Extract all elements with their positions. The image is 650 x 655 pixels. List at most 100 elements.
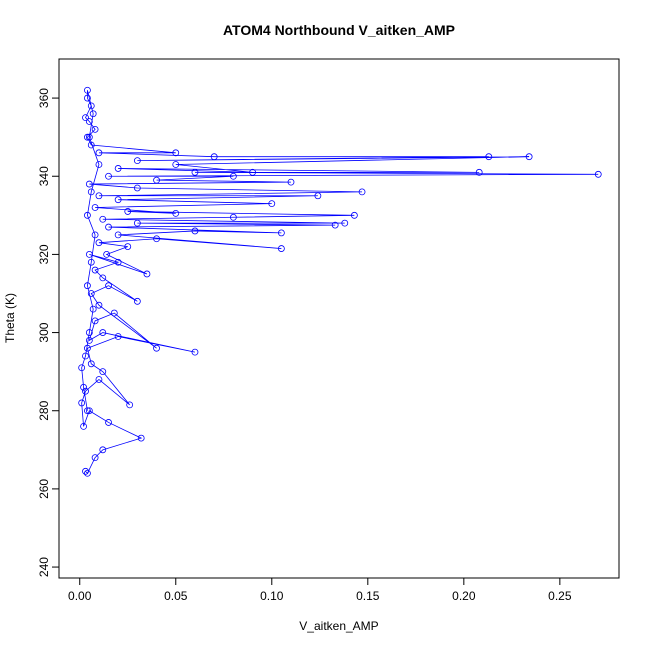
point bbox=[85, 118, 93, 125]
point bbox=[85, 180, 93, 188]
point bbox=[84, 407, 91, 415]
point bbox=[153, 235, 160, 243]
point bbox=[172, 161, 180, 168]
point bbox=[105, 419, 112, 426]
point bbox=[84, 211, 91, 219]
point bbox=[133, 157, 141, 165]
point bbox=[95, 376, 103, 383]
point bbox=[105, 282, 112, 290]
point bbox=[229, 213, 237, 221]
point bbox=[84, 282, 91, 290]
point bbox=[110, 309, 118, 317]
y-tick-label: 240 bbox=[37, 557, 51, 577]
point bbox=[172, 209, 180, 217]
point bbox=[95, 301, 103, 309]
point bbox=[99, 446, 107, 454]
x-tick-label: 0.25 bbox=[548, 589, 572, 603]
point bbox=[80, 422, 87, 430]
point bbox=[341, 219, 349, 227]
point bbox=[191, 227, 199, 235]
y-axis-label: Theta (K) bbox=[3, 293, 17, 343]
y-tick-label: 340 bbox=[37, 166, 51, 186]
point bbox=[133, 184, 141, 192]
point bbox=[268, 200, 276, 208]
point bbox=[133, 297, 141, 305]
point bbox=[85, 251, 93, 258]
x-tick-label: 0.05 bbox=[164, 589, 188, 603]
point bbox=[95, 192, 103, 200]
point bbox=[114, 258, 122, 266]
point bbox=[143, 270, 151, 278]
y-tick-label: 360 bbox=[37, 88, 51, 108]
point bbox=[249, 168, 256, 176]
point bbox=[191, 168, 199, 176]
point bbox=[78, 399, 86, 407]
point bbox=[87, 141, 95, 149]
point bbox=[172, 149, 180, 157]
point bbox=[95, 239, 103, 247]
point bbox=[82, 387, 89, 395]
point bbox=[89, 305, 97, 313]
point bbox=[87, 290, 95, 297]
point bbox=[85, 329, 93, 336]
chart-title: ATOM4 Northbound V_aitken_AMP bbox=[223, 22, 455, 38]
point bbox=[84, 133, 91, 141]
point bbox=[87, 258, 95, 266]
point bbox=[594, 170, 602, 178]
point bbox=[99, 274, 107, 282]
point bbox=[91, 231, 99, 239]
point bbox=[82, 467, 89, 475]
y-tick-label: 300 bbox=[37, 322, 51, 342]
series-line bbox=[81, 90, 599, 474]
point bbox=[89, 110, 97, 118]
point bbox=[82, 352, 89, 360]
point bbox=[99, 215, 107, 223]
point bbox=[84, 94, 91, 102]
point bbox=[91, 454, 99, 462]
x-tick-label: 0.15 bbox=[356, 589, 380, 603]
point bbox=[91, 204, 99, 211]
point bbox=[85, 407, 93, 415]
point bbox=[87, 360, 95, 368]
point bbox=[99, 368, 107, 376]
point bbox=[87, 102, 95, 110]
point bbox=[314, 192, 322, 200]
y-tick-label: 280 bbox=[37, 400, 51, 420]
point bbox=[191, 348, 199, 356]
point bbox=[85, 133, 93, 141]
point bbox=[80, 383, 87, 391]
point bbox=[114, 333, 122, 340]
point bbox=[277, 245, 285, 252]
point bbox=[91, 266, 99, 274]
point bbox=[91, 125, 99, 133]
point bbox=[287, 178, 295, 186]
y-tick-label: 260 bbox=[37, 479, 51, 499]
point bbox=[137, 434, 145, 442]
point bbox=[114, 231, 122, 239]
point bbox=[105, 223, 112, 231]
point bbox=[126, 401, 134, 409]
point bbox=[84, 86, 91, 94]
point bbox=[133, 219, 141, 227]
point bbox=[91, 317, 99, 325]
point bbox=[85, 336, 93, 344]
point bbox=[153, 176, 160, 184]
point bbox=[114, 196, 122, 204]
point bbox=[87, 188, 95, 196]
point bbox=[124, 208, 132, 215]
point bbox=[84, 469, 91, 477]
point bbox=[331, 221, 339, 229]
point bbox=[229, 172, 237, 180]
point bbox=[350, 211, 358, 219]
point bbox=[485, 153, 493, 161]
point bbox=[153, 344, 160, 352]
point bbox=[95, 161, 103, 168]
point bbox=[475, 168, 483, 176]
point bbox=[84, 344, 91, 352]
point bbox=[358, 188, 366, 196]
x-axis-label: V_aitken_AMP bbox=[299, 619, 378, 633]
point bbox=[210, 153, 218, 161]
point bbox=[277, 229, 285, 237]
